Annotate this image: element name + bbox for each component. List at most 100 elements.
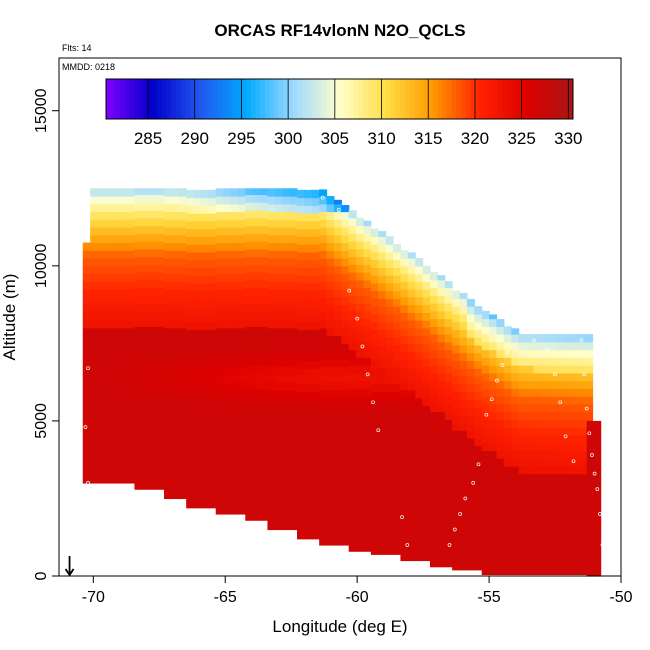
- heatmap-cell: [289, 467, 298, 476]
- heatmap-cell: [260, 473, 269, 482]
- heatmap-cell: [141, 209, 150, 219]
- heatmap-cell: [119, 366, 128, 375]
- heatmap-cell: [474, 500, 483, 509]
- heatmap-cell: [304, 368, 313, 377]
- heatmap-cell: [245, 334, 254, 343]
- heatmap-cell: [422, 521, 431, 531]
- heatmap-cell: [341, 281, 350, 290]
- heatmap-cell: [267, 420, 276, 430]
- heatmap-cell: [363, 349, 372, 358]
- heatmap-cell: [585, 334, 594, 343]
- heatmap-cell: [237, 490, 246, 500]
- heatmap-cell: [333, 343, 342, 352]
- heatmap-cell: [444, 512, 453, 521]
- heatmap-cell: [237, 196, 246, 205]
- heatmap-cell: [164, 366, 172, 375]
- heatmap-cell: [208, 484, 217, 493]
- heatmap-cell: [186, 251, 195, 261]
- heatmap-cell: [407, 482, 416, 492]
- heatmap-cell: [134, 411, 143, 420]
- heatmap-cell: [178, 296, 187, 306]
- heatmap-cell: [171, 351, 180, 360]
- heatmap-cell: [481, 551, 490, 560]
- heatmap-cell: [230, 227, 239, 236]
- heatmap-cell: [252, 318, 261, 327]
- heatmap-cell: [230, 506, 239, 515]
- heatmap-cell: [496, 504, 505, 514]
- heatmap-cell: [577, 419, 586, 428]
- heatmap-cell: [282, 521, 291, 531]
- heatmap-cell: [548, 334, 557, 343]
- heatmap-cell: [296, 383, 305, 393]
- heatmap-cell: [444, 434, 453, 444]
- heatmap-cell: [289, 296, 298, 306]
- heatmap-cell: [503, 434, 512, 444]
- heatmap-cell: [378, 375, 387, 385]
- heatmap-cell: [127, 389, 136, 399]
- heatmap-cell: [370, 321, 379, 330]
- heatmap-cell: [481, 558, 490, 568]
- heatmap-cell: [304, 453, 313, 462]
- heatmap-cell: [319, 513, 328, 523]
- heatmap-cell: [127, 351, 136, 360]
- heatmap-cell: [311, 267, 320, 276]
- flight-track-point: [165, 183, 170, 188]
- heatmap-cell: [466, 507, 475, 517]
- heatmap-cell: [533, 357, 542, 366]
- heatmap-cell: [252, 465, 261, 475]
- heatmap-cell: [311, 399, 320, 408]
- heatmap-cell: [215, 444, 224, 453]
- heatmap-cell: [540, 527, 549, 537]
- heatmap-cell: [555, 465, 564, 475]
- heatmap-cell: [518, 520, 527, 529]
- heatmap-cell: [407, 490, 416, 500]
- colorbar-swatch: [362, 79, 369, 119]
- heatmap-cell: [577, 489, 586, 498]
- heatmap-cell: [267, 459, 276, 469]
- heatmap-cell: [452, 414, 461, 424]
- heatmap-cell: [215, 312, 224, 321]
- heatmap-cell: [193, 406, 202, 416]
- heatmap-cell: [134, 465, 143, 475]
- heatmap-cell: [319, 196, 328, 205]
- heatmap-cell: [304, 220, 313, 230]
- heatmap-cell: [393, 306, 402, 315]
- heatmap-cell: [341, 467, 350, 476]
- heatmap-cell: [230, 389, 239, 399]
- heatmap-cell: [223, 459, 232, 469]
- heatmap-cell: [385, 507, 394, 517]
- colorbar-swatch: [339, 79, 345, 119]
- heatmap-cell: [370, 228, 379, 237]
- heatmap-cell: [193, 189, 202, 199]
- colorbar-swatch: [530, 79, 537, 119]
- heatmap-cell: [193, 259, 202, 268]
- heatmap-cell: [245, 481, 254, 490]
- heatmap-cell: [260, 264, 269, 273]
- flight-track-point: [320, 195, 325, 200]
- heatmap-cell: [437, 419, 446, 428]
- heatmap-cell: [533, 543, 542, 552]
- heatmap-cell: [141, 473, 150, 482]
- colorbar-swatch: [208, 79, 214, 119]
- heatmap-cell: [311, 484, 320, 493]
- heatmap-cell: [540, 419, 549, 428]
- heatmap-cell: [326, 250, 335, 259]
- heatmap-cell: [223, 265, 232, 275]
- heatmap-cell: [503, 427, 512, 436]
- heatmap-cell: [230, 250, 239, 259]
- heatmap-cell: [252, 248, 261, 258]
- heatmap-cell: [134, 241, 143, 250]
- heatmap-cell: [186, 337, 195, 346]
- heatmap-cell: [466, 492, 475, 501]
- heatmap-cell: [452, 453, 461, 462]
- heatmap-cell: [548, 396, 557, 405]
- heatmap-cell: [370, 453, 379, 462]
- heatmap-cell: [459, 406, 468, 416]
- heatmap-cell: [586, 498, 602, 507]
- heatmap-cell: [282, 351, 291, 360]
- heatmap-cell: [518, 411, 527, 420]
- heatmap-cell: [127, 227, 136, 236]
- heatmap-cell: [319, 281, 328, 290]
- heatmap-cell: [496, 372, 505, 382]
- heatmap-cell: [304, 259, 313, 268]
